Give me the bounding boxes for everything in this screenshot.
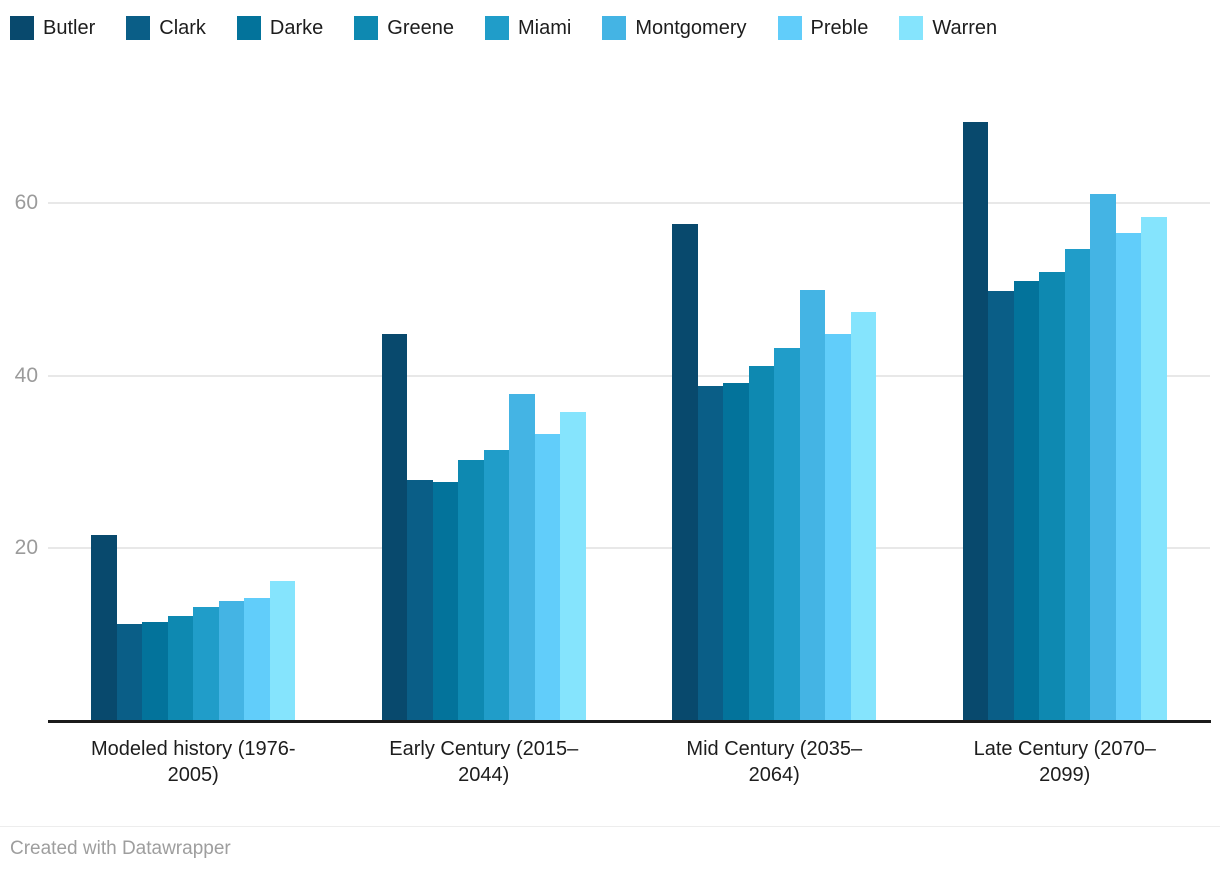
legend-label: Miami: [518, 17, 572, 39]
y-axis-tick-label: 60: [14, 191, 38, 215]
x-axis-category-label: Early Century (2015– 2044): [329, 736, 639, 788]
bar-clark-group-3[interactable]: [697, 386, 724, 721]
bar-greene-group-4[interactable]: [1039, 272, 1065, 721]
x-axis-category-label-line: Mid Century (2035–: [686, 738, 863, 760]
bar-montgomery-group-3[interactable]: [799, 290, 826, 721]
legend-label: Preble: [810, 17, 869, 39]
bar-darke-group-3[interactable]: [723, 383, 749, 721]
bar-preble-group-3[interactable]: [825, 334, 851, 721]
legend: Butler Clark Darke Greene Miami Montgomery Pre…: [10, 16, 997, 40]
bar-preble-group-1[interactable]: [244, 597, 270, 721]
gridline-y-20: [48, 547, 1210, 550]
legend-item-montgomery: Montgomery: [602, 16, 747, 40]
legend-swatch-butler: [10, 16, 34, 40]
legend-item-greene: Greene: [354, 16, 454, 40]
legend-label: Greene: [387, 17, 454, 39]
legend-label: Clark: [159, 17, 206, 39]
gridline-y-60: [48, 202, 1210, 205]
legend-item-preble: Preble: [777, 16, 869, 40]
x-axis-category-label: Modeled history (1976- 2005): [38, 736, 348, 788]
legend-swatch-preble: [777, 16, 802, 40]
legend-swatch-miami: [485, 16, 509, 40]
bar-clark-group-1[interactable]: [116, 624, 143, 721]
bar-darke-group-2[interactable]: [432, 481, 459, 721]
bar-darke-group-1[interactable]: [142, 621, 168, 721]
bar-butler-group-1[interactable]: [91, 535, 117, 721]
datawrapper-attribution-link[interactable]: Created with Datawrapper: [10, 838, 231, 859]
x-axis-category-label-line: Late Century (2070–: [973, 738, 1156, 760]
bar-miami-group-2[interactable]: [483, 449, 510, 721]
x-axis-category-label: Late Century (2070– 2099): [910, 736, 1220, 788]
legend-item-darke: Darke: [236, 16, 324, 40]
bar-warren-group-4[interactable]: [1141, 216, 1167, 721]
x-axis-category-label-line: 2044): [458, 764, 510, 786]
x-axis-category-label-line: Early Century (2015–: [389, 738, 579, 760]
footer-divider: [0, 826, 1220, 827]
bar-miami-group-4[interactable]: [1064, 248, 1091, 721]
bar-miami-group-1[interactable]: [193, 607, 219, 721]
x-axis-category-label-line: 2064): [748, 764, 800, 786]
legend-label: Montgomery: [635, 17, 747, 39]
bar-preble-group-2[interactable]: [534, 434, 561, 721]
gridline-y-40: [48, 374, 1210, 377]
bar-warren-group-3[interactable]: [850, 311, 877, 721]
bar-montgomery-group-4[interactable]: [1090, 194, 1116, 721]
legend-label: Darke: [269, 17, 324, 39]
legend-item-warren: Warren: [899, 16, 997, 40]
x-axis-category-label-line: 2005): [167, 764, 219, 786]
bar-greene-group-1[interactable]: [167, 615, 194, 721]
bar-warren-group-1[interactable]: [269, 581, 296, 721]
bar-warren-group-2[interactable]: [560, 411, 586, 721]
bar-greene-group-3[interactable]: [748, 366, 775, 721]
legend-label: Warren: [932, 17, 998, 39]
bar-butler-group-3[interactable]: [672, 223, 698, 721]
bar-clark-group-2[interactable]: [407, 480, 433, 721]
legend-item-miami: Miami: [485, 16, 571, 40]
y-axis-tick-label: 20: [14, 536, 38, 560]
legend-item-butler: Butler: [10, 16, 95, 40]
bar-greene-group-2[interactable]: [458, 460, 484, 721]
bar-miami-group-3[interactable]: [774, 348, 800, 721]
legend-label: Butler: [43, 17, 96, 39]
x-axis-category-label-line: Modeled history (1976-: [90, 738, 296, 760]
legend-swatch-greene: [354, 16, 379, 40]
x-axis-category-label-line: 2099): [1039, 764, 1091, 786]
bar-montgomery-group-1[interactable]: [218, 601, 245, 721]
legend-swatch-warren: [899, 16, 924, 40]
legend-swatch-montgomery: [602, 16, 627, 40]
legend-item-clark: Clark: [126, 16, 206, 40]
bar-butler-group-4[interactable]: [962, 121, 989, 721]
bar-clark-group-4[interactable]: [988, 291, 1014, 721]
bar-darke-group-4[interactable]: [1013, 280, 1040, 721]
x-axis-category-label: Mid Century (2035– 2064): [619, 736, 929, 788]
legend-swatch-clark: [126, 16, 151, 40]
x-axis-baseline: [48, 720, 1211, 723]
bar-montgomery-group-2[interactable]: [509, 393, 535, 721]
bar-butler-group-2[interactable]: [381, 334, 408, 721]
legend-swatch-darke: [236, 16, 261, 40]
bar-preble-group-4[interactable]: [1115, 233, 1142, 721]
y-axis-tick-label: 40: [14, 363, 38, 387]
